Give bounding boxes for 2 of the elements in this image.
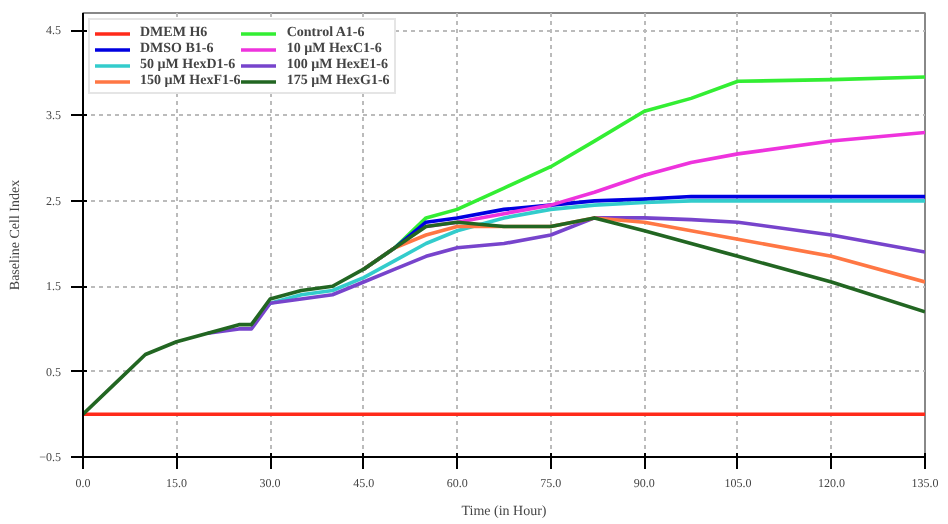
line-series [83,216,925,417]
line-series [205,216,925,335]
